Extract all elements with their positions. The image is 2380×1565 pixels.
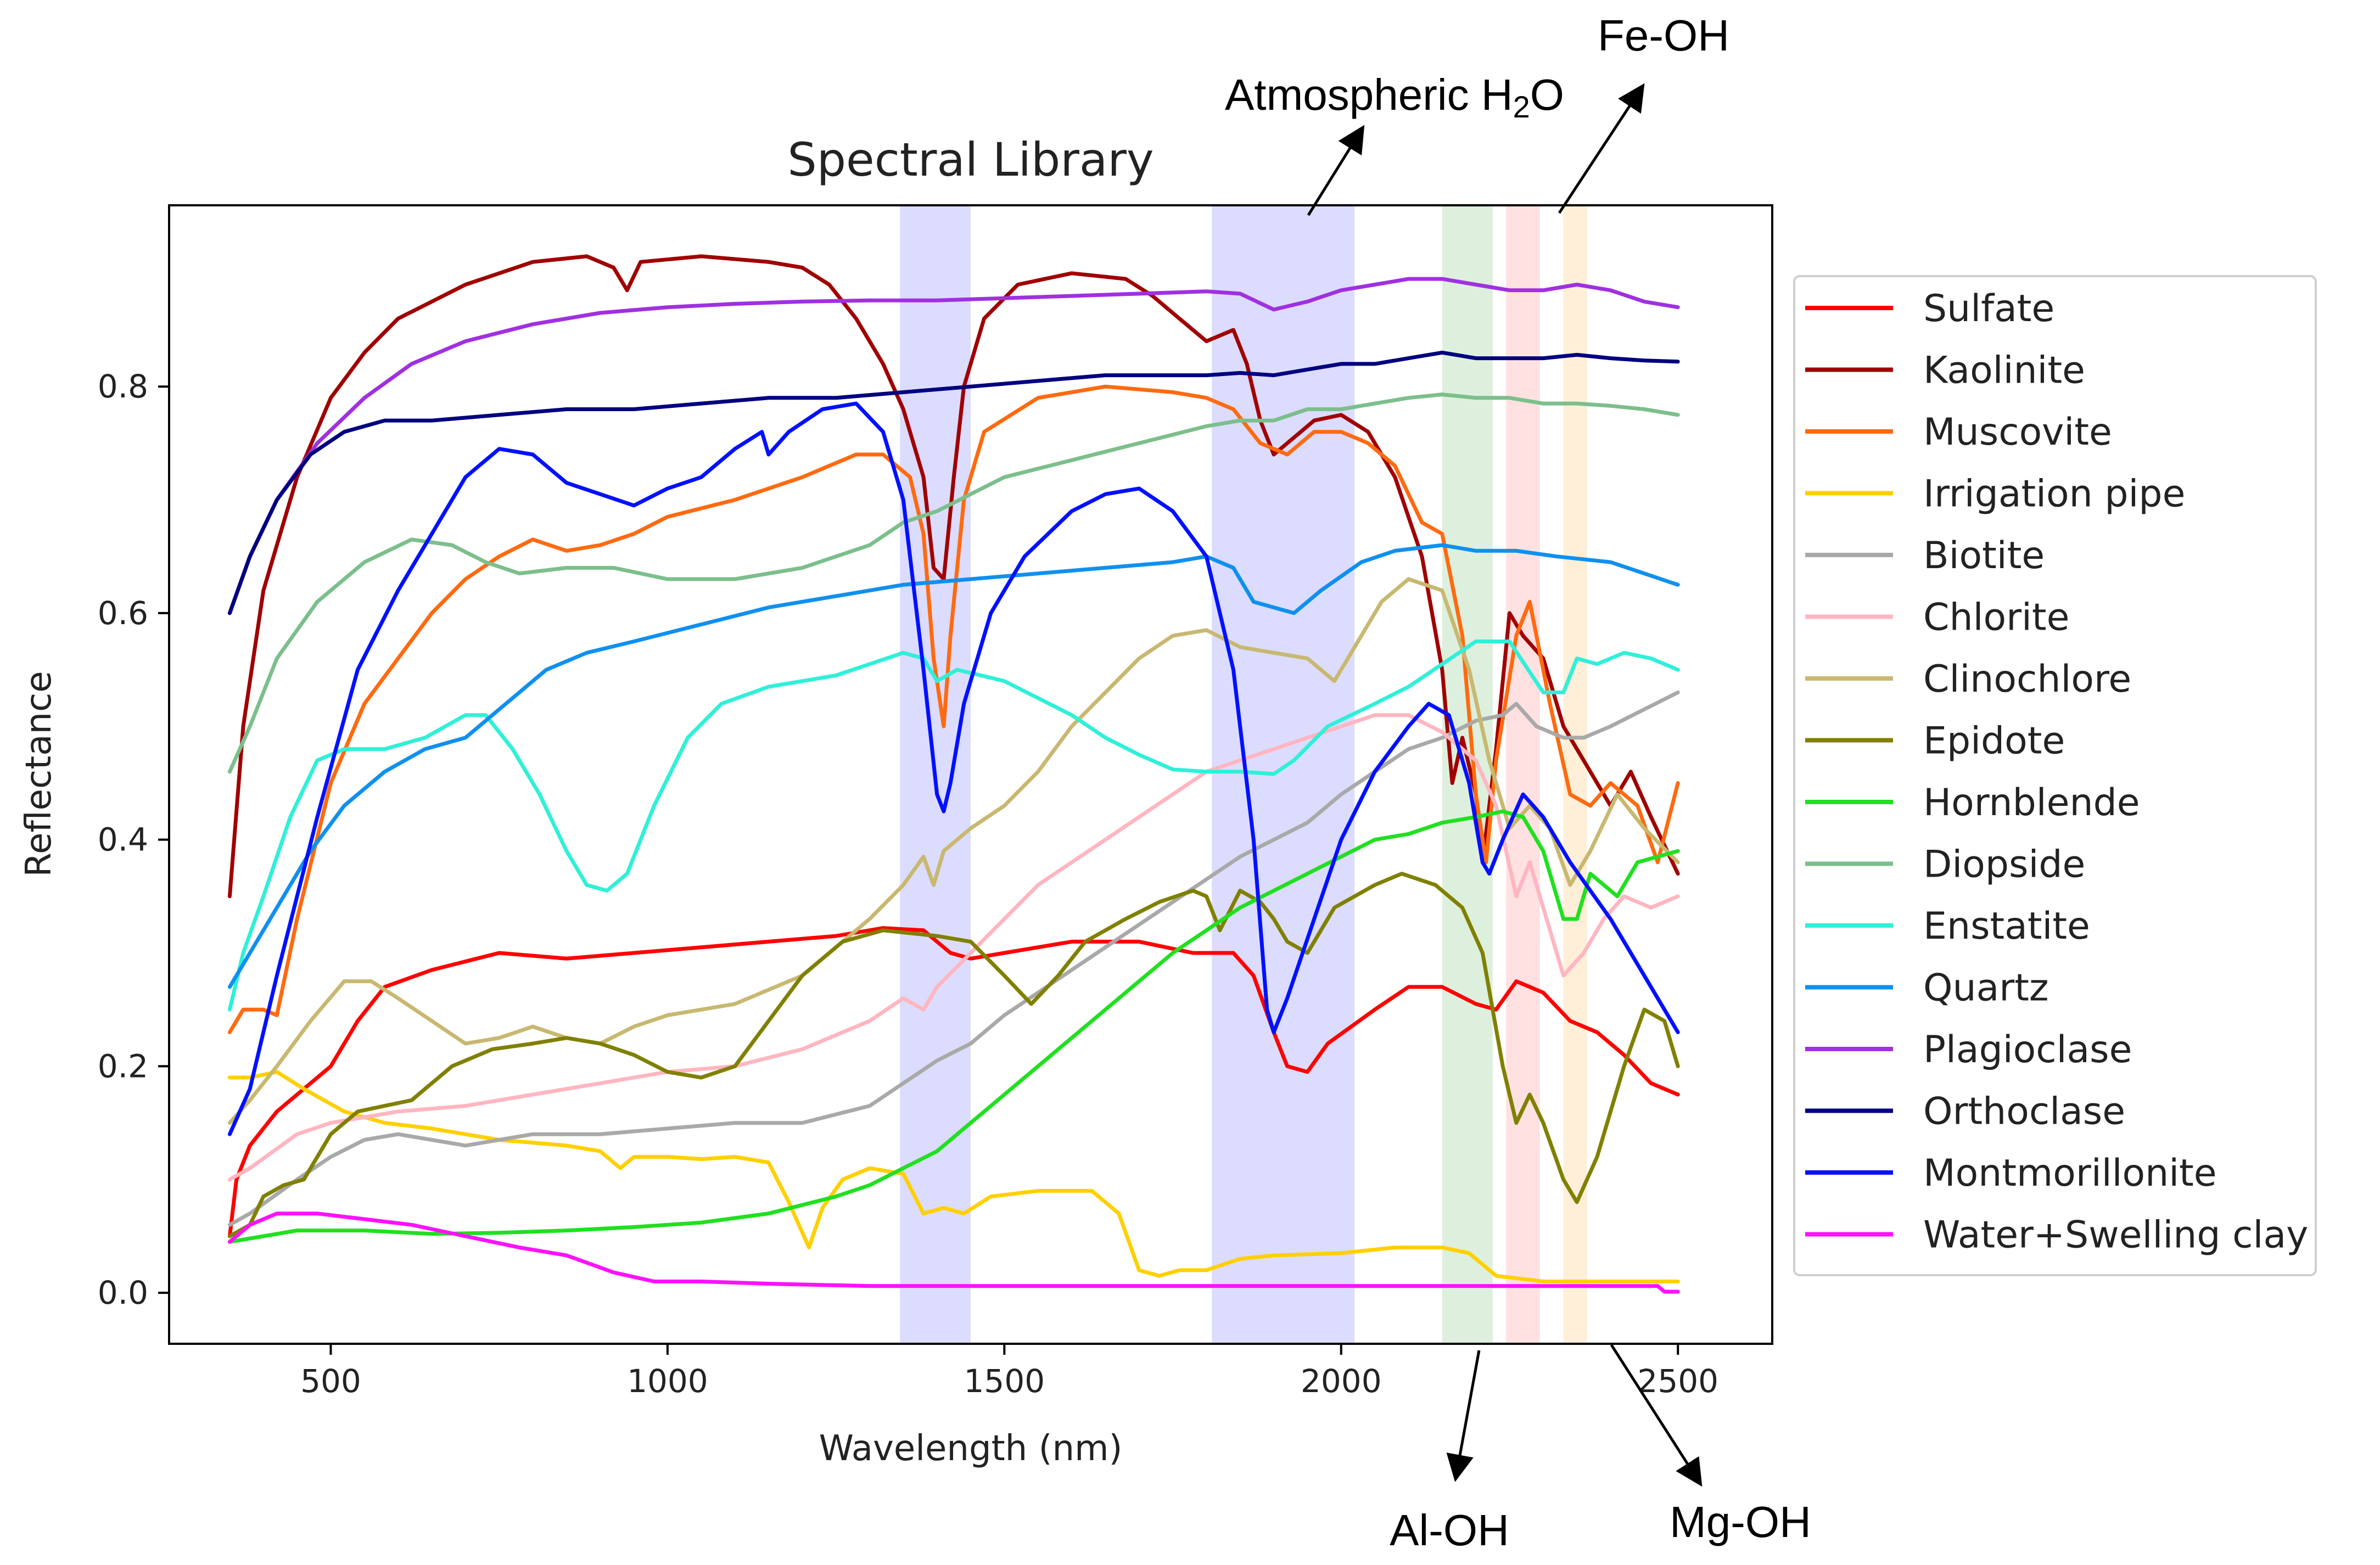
series-line-epidote xyxy=(227,872,1680,1238)
legend-label-montmorillonite: Montmorillonite xyxy=(1923,1152,2217,1195)
atm-h2o-label: Atmospheric H2O xyxy=(1225,70,1564,124)
mg-oh-label: Mg-OH xyxy=(1670,1497,1811,1546)
series-line-water-swelling-clay xyxy=(227,1211,1680,1294)
x-tick-label: 2000 xyxy=(1301,1362,1382,1400)
band-annotations: Atmospheric H2O Fe-OH Al-OH Mg-OH xyxy=(1225,11,1811,1555)
series-line-quartz xyxy=(227,543,1680,989)
legend: Sulfate Kaolinite Muscovite Irrigation pipe… xyxy=(1793,275,2317,1276)
y-tick-label: 0.0 xyxy=(98,1274,148,1311)
fe-oh-label: Fe-OH xyxy=(1598,11,1729,60)
series-line-sulfate xyxy=(227,926,1680,1238)
series-line-chlorite xyxy=(227,713,1680,1182)
y-axis-label: Reflectance xyxy=(19,671,59,877)
series-line-clinochlore xyxy=(227,577,1680,1125)
x-tick-label: 1500 xyxy=(964,1362,1045,1400)
legend-label-chlorite: Chlorite xyxy=(1923,596,2069,640)
y-tick-label: 0.4 xyxy=(98,821,148,859)
fe-oh-arrow xyxy=(1558,83,1645,214)
legend-label-diopside: Diopside xyxy=(1923,843,2085,887)
legend-label-kaolinite: Kaolinite xyxy=(1923,349,2085,392)
legend-label-irrigation-pipe: Irrigation pipe xyxy=(1923,473,2185,516)
series-line-diopside xyxy=(227,392,1680,774)
series-lines xyxy=(227,254,1680,1294)
band-1 xyxy=(1212,205,1355,1344)
series-line-plagioclase xyxy=(227,277,1680,615)
legend-label-hornblende: Hornblende xyxy=(1923,781,2140,824)
series-line-biotite xyxy=(227,690,1680,1227)
legend-label-biotite: Biotite xyxy=(1923,534,2045,577)
x-tick-label: 500 xyxy=(300,1362,361,1400)
series-line-enstatite xyxy=(227,640,1680,1012)
legend-frame xyxy=(1793,275,2317,1276)
legend-label-sulfate: Sulfate xyxy=(1923,287,2054,330)
legend-label-muscovite: Muscovite xyxy=(1923,411,2112,454)
y-tick-label: 0.6 xyxy=(98,594,148,632)
mg-oh-arrow xyxy=(1610,1344,1703,1487)
legend-label-epidote: Epidote xyxy=(1923,720,2065,763)
series-line-orthoclase xyxy=(227,350,1680,615)
x-tick-label: 2500 xyxy=(1637,1362,1718,1400)
legend-label-clinochlore: Clinochlore xyxy=(1923,658,2131,701)
x-axis-label: Wavelength (nm) xyxy=(819,1428,1123,1469)
chart-title: Spectral Library xyxy=(787,133,1153,187)
y-tick-label: 0.8 xyxy=(98,368,148,405)
axis-ticks: 500 1000 1500 2000 2500 0.0 0.2 0.4 0.6 0.8 xyxy=(98,368,1718,1400)
band-3 xyxy=(1506,205,1540,1344)
y-tick-label: 0.2 xyxy=(98,1047,148,1085)
x-tick-label: 1000 xyxy=(627,1362,708,1400)
plot-frame xyxy=(168,204,1773,1345)
series-line-montmorillonite xyxy=(227,401,1680,1136)
atm-h2o-arrow xyxy=(1307,125,1365,216)
legend-label-water-swelling-clay: Water+Swelling clay xyxy=(1923,1214,2308,1257)
legend-label-orthoclase: Orthoclase xyxy=(1923,1090,2125,1134)
legend-label-plagioclase: Plagioclase xyxy=(1923,1028,2132,1072)
legend-label-enstatite: Enstatite xyxy=(1923,905,2090,948)
al-oh-label: Al-OH xyxy=(1390,1506,1509,1555)
series-line-hornblende xyxy=(227,809,1680,1244)
al-oh-arrow xyxy=(1446,1350,1481,1482)
legend-label-quartz: Quartz xyxy=(1923,967,2049,1010)
series-line-muscovite xyxy=(227,384,1680,1034)
